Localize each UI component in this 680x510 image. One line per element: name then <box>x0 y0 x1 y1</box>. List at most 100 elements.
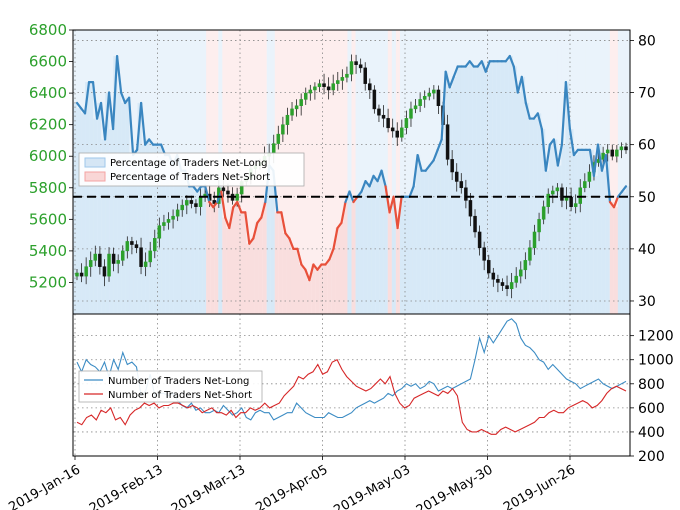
pct-segment <box>512 65 519 94</box>
candle-body <box>121 250 125 261</box>
candle-body <box>395 130 399 138</box>
sentiment-fill <box>186 186 191 314</box>
left-tick-label: 6000 <box>29 147 67 165</box>
sentiment-fill <box>230 207 235 314</box>
sentiment-fill <box>85 82 90 314</box>
sentiment-fill <box>93 118 98 314</box>
sentiment-fill <box>573 155 579 314</box>
sentiment-band <box>343 30 348 314</box>
x-tick-label: 2019-Jun-26 <box>501 462 578 510</box>
candle-body <box>436 89 441 106</box>
sentiment-band <box>323 30 328 314</box>
sentiment-band <box>387 30 393 314</box>
sentiment-fill <box>141 144 147 314</box>
right-tick-label: 80 <box>638 33 656 49</box>
left-tick-label: 6800 <box>29 21 67 39</box>
candle-body <box>349 61 354 75</box>
pct-segment <box>103 91 111 141</box>
sentiment-fill <box>226 228 231 314</box>
candle-body <box>573 203 578 207</box>
sentiment-fill <box>496 61 502 314</box>
candle-body <box>528 247 532 261</box>
left-tick-label: 6600 <box>29 53 67 71</box>
sentiment-fill <box>553 139 558 314</box>
sentiment-fill <box>149 144 155 314</box>
sentiment-band <box>403 30 409 314</box>
sentiment-fill <box>347 191 352 314</box>
pct-segment <box>484 60 491 73</box>
sentiment-fill <box>395 228 401 314</box>
sentiment-fill <box>355 196 361 314</box>
sentiment-fill <box>311 264 316 314</box>
sentiment-band <box>307 30 312 314</box>
pct-segment <box>348 190 355 204</box>
sentiment-fill <box>343 201 348 314</box>
candle-body <box>358 64 363 69</box>
candle-body <box>226 190 230 195</box>
sentiment-band <box>339 30 344 314</box>
sentiment-fill <box>339 222 344 314</box>
sentiment-band <box>315 30 320 314</box>
candle-body <box>587 171 592 182</box>
sentiment-fill <box>597 144 603 314</box>
sentiment-fill <box>399 196 405 314</box>
pct-segment <box>564 81 571 131</box>
pct-segment <box>368 174 375 188</box>
sentiment-fill <box>105 92 110 314</box>
candle-body <box>75 272 79 277</box>
pct-segment <box>252 221 259 240</box>
sentiment-fill <box>190 186 195 314</box>
sentiment-band <box>359 30 365 314</box>
sentiment-fill <box>165 155 171 314</box>
sentiment-fill <box>504 61 510 314</box>
sentiment-fill <box>408 196 413 314</box>
candle-body <box>454 171 459 182</box>
sentiment-fill <box>371 175 377 314</box>
sentiment-fill <box>133 149 139 314</box>
sentiment-fill <box>303 269 308 314</box>
pct-segment <box>588 148 596 178</box>
sentiment-fill <box>81 113 86 314</box>
sentiment-fill <box>266 165 272 314</box>
left-tick-label: 5600 <box>29 210 67 228</box>
candle-body <box>111 253 116 264</box>
candle-body <box>477 231 482 248</box>
sentiment-fill <box>278 212 284 314</box>
pct-segment <box>596 143 604 172</box>
sentiment-fill <box>424 170 429 314</box>
candle-body <box>148 250 152 263</box>
pct-segment <box>384 185 391 214</box>
pct-segment <box>340 200 347 224</box>
candle-body <box>102 266 107 277</box>
bottom-panel-frame <box>72 313 631 457</box>
candle-body <box>450 159 454 173</box>
sentiment-fill <box>294 248 300 314</box>
sentiment-fill <box>521 76 526 314</box>
legend-swatch-net-long <box>84 157 106 168</box>
pct-segment <box>612 195 620 209</box>
candle-body <box>413 105 418 110</box>
sentiment-fill <box>250 238 256 314</box>
candle-body <box>84 266 88 277</box>
sentiment-fill <box>460 66 466 314</box>
sentiment-fill <box>218 191 223 314</box>
sentiment-fill <box>617 196 623 314</box>
sentiment-fill <box>254 222 260 314</box>
pct-segment <box>436 138 443 151</box>
pct-segment <box>452 65 459 78</box>
bottom-legend-box <box>78 370 263 403</box>
candle-body <box>285 114 290 125</box>
lower-tick-label: 600 <box>638 401 665 417</box>
candle-body <box>157 225 162 239</box>
candle-body <box>523 260 528 271</box>
pct-segment <box>119 91 127 105</box>
pct-segment <box>136 101 143 151</box>
candle-body <box>546 193 550 207</box>
sentiment-fill <box>367 186 373 314</box>
candle-body <box>610 149 615 157</box>
sentiment-band <box>311 30 316 314</box>
sentiment-fill <box>545 170 550 314</box>
sentiment-fill <box>323 264 328 314</box>
sentiment-fill <box>403 196 409 314</box>
candle-body <box>134 244 139 248</box>
